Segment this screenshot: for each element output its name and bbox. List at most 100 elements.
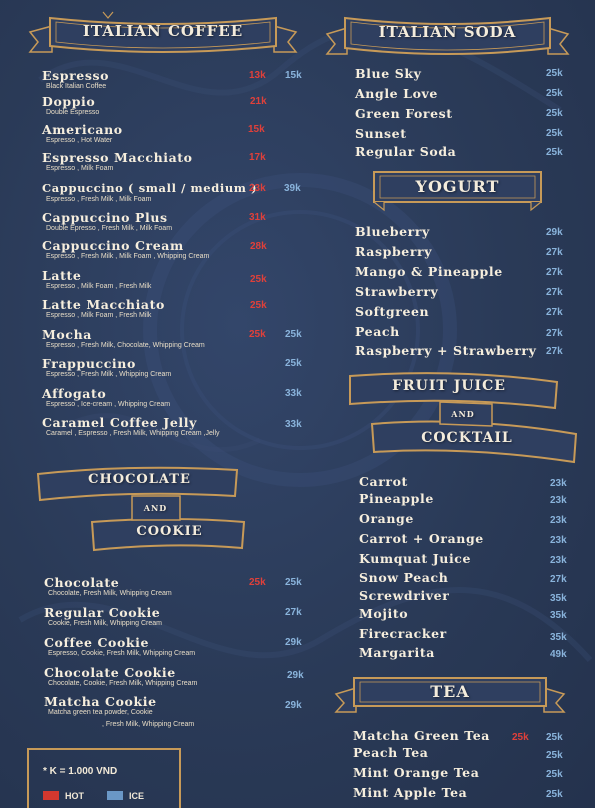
section-title-line3: COOKIE (136, 524, 203, 539)
ice-price: 33k (285, 388, 302, 399)
ice-price: 27k (546, 307, 563, 318)
item-desc: Espresso , Fresh Milk , Milk Foam (46, 196, 152, 203)
ice-swatch (107, 791, 123, 800)
item-name: Raspberry (355, 244, 433, 259)
ice-price: 25k (546, 108, 563, 119)
item-name: Caramel Coffee Jelly (42, 415, 197, 430)
hot-swatch (43, 791, 59, 800)
ice-price: 25k (285, 329, 302, 340)
hot-price: 23k (249, 183, 266, 194)
ice-price: 25k (546, 128, 563, 139)
item-desc: Espresso, Cookie, Fresh Milk, Whipping C… (48, 650, 196, 657)
ice-price: 33k (285, 419, 302, 430)
ice-price: 49k (550, 649, 567, 660)
item-name: Mocha (42, 327, 92, 342)
item-desc: Double Espresso (46, 109, 100, 116)
hot-price: 25k (249, 577, 266, 588)
ice-price: 27k (546, 328, 563, 339)
item-name: Cappuccino Plus (42, 210, 168, 225)
banner-fruit-juice-cocktail: FRUIT JUICE AND COCKTAIL (342, 364, 580, 470)
item-name: Latte Macchiato (42, 297, 165, 312)
hot-price: 25k (250, 300, 267, 311)
ice-price: 39k (284, 183, 301, 194)
item-desc: Matcha green tea powder, Cookie (48, 709, 153, 716)
item-desc: Chocolate, Fresh Milk, Whipping Cream (48, 590, 172, 597)
item-desc: Espresso , Milk Foam (46, 165, 114, 172)
item-name: Regular Soda (355, 144, 457, 159)
ice-price: 27k (285, 607, 302, 618)
ice-price: 29k (285, 637, 302, 648)
ribbon-shape (28, 11, 298, 53)
item-name: Green Forest (355, 106, 453, 121)
ice-price: 25k (546, 769, 563, 780)
ribbon-shape (349, 372, 578, 464)
ice-price: 25k (546, 789, 563, 800)
ice-price: 23k (550, 535, 567, 546)
ice-price: 25k (546, 68, 563, 79)
section-title-line3: COCKTAIL (421, 430, 513, 446)
ice-price: 35k (550, 593, 567, 604)
ice-label: ICE (129, 791, 145, 801)
item-name: Peach Tea (353, 745, 429, 760)
price-legend: * K = 1.000 VND HOT ICE (27, 748, 181, 808)
item-desc: Espresso , Milk Foam , Fresh Milk (46, 312, 152, 319)
item-name: Matcha Cookie (44, 694, 157, 709)
item-name: Chocolate (44, 575, 120, 590)
ice-price: 27k (550, 574, 567, 585)
ribbon-shape (36, 466, 246, 552)
section-title: YOGURT (415, 177, 500, 196)
ribbon-shape (334, 677, 566, 713)
ribbon-shape (325, 16, 570, 55)
section-title: ITALIAN SODA (378, 23, 517, 41)
item-name: Kumquat Juice (359, 551, 472, 566)
item-name: Doppio (42, 94, 96, 109)
ice-price: 25k (285, 577, 302, 588)
ice-price: 15k (285, 70, 302, 81)
hot-price: 31k (249, 212, 266, 223)
hot-price: 13k (249, 70, 266, 81)
item-name: Espresso (42, 68, 110, 83)
item-name: Softgreen (355, 304, 430, 319)
ice-price: 27k (546, 247, 563, 258)
item-name: Sunset (355, 126, 407, 141)
item-desc: Black Italian Coffee (46, 83, 107, 90)
item-desc: Espresso , Milk Foam , Fresh Milk (46, 283, 152, 290)
item-name: Mango & Pineapple (355, 264, 503, 279)
ice-price: 23k (550, 478, 567, 489)
item-name: Cappuccino Cream (42, 238, 184, 253)
item-desc: Caramel , Espresso , Fresh Milk, Whippin… (46, 430, 220, 437)
item-name: Americano (42, 122, 123, 137)
ice-price: 27k (546, 267, 563, 278)
hot-label: HOT (65, 791, 84, 801)
item-name: Carrot (359, 474, 408, 489)
ribbon-shape (373, 171, 542, 212)
ice-price: 35k (550, 610, 567, 621)
hot-price: 25k (512, 732, 529, 743)
item-name: Blueberry (355, 224, 430, 239)
hot-price: 25k (249, 329, 266, 340)
banner-italian-coffee: ITALIAN COFFEE (28, 8, 298, 58)
currency-note: * K = 1.000 VND (43, 766, 118, 777)
hot-price: 17k (249, 152, 266, 163)
ice-price: 29k (546, 227, 563, 238)
item-name: Carrot + Orange (359, 531, 484, 546)
hot-price: 15k (248, 124, 265, 135)
item-name: Affogato (42, 386, 107, 401)
section-title: ITALIAN COFFEE (82, 22, 244, 40)
item-name: Margarita (359, 645, 435, 660)
item-desc-line2: , Fresh Milk, Whipping Cream (102, 721, 195, 728)
section-title: TEA (430, 682, 470, 701)
ice-price: 23k (550, 495, 567, 506)
banner-chocolate-cookie: CHOCOLATE AND COOKIE (32, 458, 247, 554)
item-name: Angle Love (355, 86, 438, 101)
item-name: Latte (42, 268, 82, 283)
banner-italian-soda: ITALIAN SODA (325, 8, 570, 58)
item-name: Pineapple (359, 491, 434, 506)
item-name: Orange (359, 511, 414, 526)
ice-price: 29k (287, 670, 304, 681)
item-name: Snow Peach (359, 570, 449, 585)
item-name: Chocolate Cookie (44, 665, 176, 680)
ice-price: 25k (546, 88, 563, 99)
banner-yogurt: YOGURT (370, 166, 545, 212)
item-name: Screwdriver (359, 588, 450, 603)
